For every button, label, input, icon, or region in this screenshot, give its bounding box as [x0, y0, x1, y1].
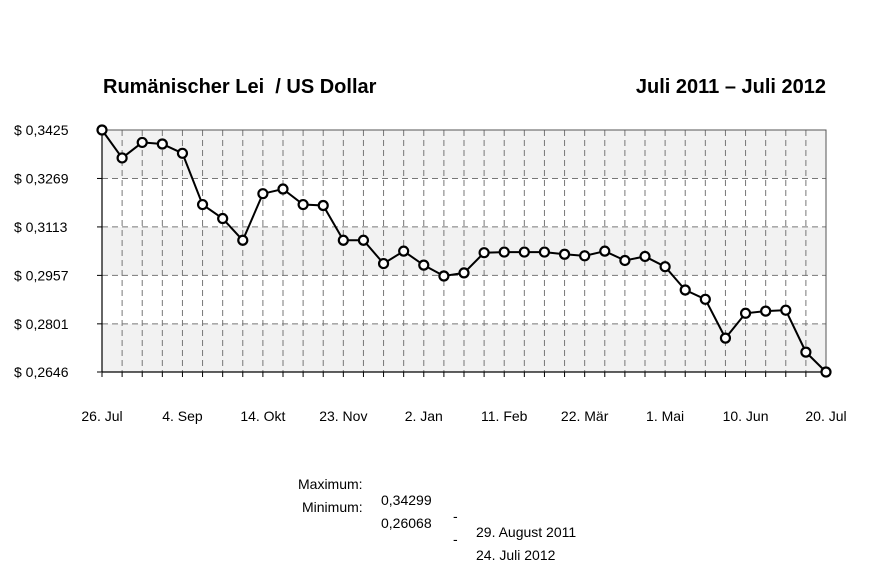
minimum-row: Minimum: 0,26068 - 24. Juli 2012 [0, 483, 871, 563]
data-point [659, 261, 671, 273]
maximum-row: Maximum: 0,34299 - 29. August 2011 [0, 460, 871, 540]
data-point [739, 307, 752, 319]
y-tick-label: $ 0,2801 [14, 316, 69, 332]
data-point [398, 245, 410, 257]
maximum-value: 0,34299 [381, 492, 432, 508]
y-tick-label: $ 0,3113 [14, 219, 68, 235]
data-point [257, 188, 269, 200]
data-point [337, 234, 349, 246]
data-point [96, 124, 108, 136]
minimum-label: Minimum: [302, 499, 363, 515]
data-point [719, 332, 732, 344]
minimum-value: 0,26068 [381, 515, 432, 531]
data-point [498, 246, 510, 258]
data-point [277, 183, 289, 195]
y-axis-ticks: $ 0,3425 $ 0,3269 $ 0,3113 $ 0,2957 $ 0,2801… [14, 122, 69, 380]
data-point [317, 199, 329, 212]
data-point [760, 305, 772, 317]
y-tick-label: $ 0,3425 [14, 122, 69, 138]
data-point [478, 247, 490, 259]
x-tick-label: 26. Jul [81, 408, 122, 424]
data-point [820, 366, 832, 378]
data-point [176, 147, 189, 159]
data-point [237, 234, 249, 246]
chart-title: Rumänischer Lei / US Dollar [103, 76, 377, 98]
data-point [458, 267, 470, 279]
x-tick-label: 20. Jul [805, 408, 846, 424]
data-point [679, 284, 691, 296]
data-point [579, 250, 591, 262]
data-point [599, 245, 611, 257]
minimum-separator: - [453, 531, 458, 547]
data-point [116, 152, 128, 164]
y-tick-label: $ 0,3269 [14, 170, 69, 186]
data-point [518, 246, 530, 258]
maximum-date: 29. August 2011 [476, 524, 577, 540]
maximum-label: Maximum: [298, 476, 363, 492]
data-point [217, 212, 229, 225]
data-point [196, 198, 209, 211]
x-tick-label: 2. Jan [405, 408, 443, 424]
data-point [357, 234, 370, 246]
x-axis-ticks: 26. Jul 4. Sep 14. Okt 23. Nov 2. Jan 11. Feb… [81, 408, 846, 424]
x-tick-label: 14. Okt [240, 408, 285, 424]
data-point [538, 246, 551, 258]
x-tick-label: 4. Sep [162, 408, 203, 424]
data-point [438, 270, 450, 282]
x-tick-label: 11. Feb [481, 408, 528, 424]
y-tick-label: $ 0,2646 [14, 364, 69, 380]
x-tick-label: 10. Jun [723, 408, 769, 424]
data-point [297, 198, 309, 211]
minimum-date: 24. Juli 2012 [476, 547, 556, 563]
data-point [377, 257, 390, 270]
data-point [780, 304, 792, 316]
x-tick-label: 1. Mai [646, 408, 684, 424]
x-tick-label: 22. Mär [561, 408, 609, 424]
data-point [639, 250, 651, 263]
axes [101, 129, 827, 373]
x-tick-label: 23. Nov [319, 408, 367, 424]
data-point [619, 254, 631, 267]
data-point [800, 346, 812, 358]
chart-period: Juli 2011 – Juli 2012 [635, 76, 826, 98]
data-point [558, 248, 571, 260]
series-group [96, 124, 832, 378]
line-chart: $ 0,3425 $ 0,3269 $ 0,3113 $ 0,2957 $ 0,2801… [14, 122, 847, 424]
data-point [418, 259, 430, 271]
y-tick-label: $ 0,2957 [14, 267, 69, 283]
data-point [699, 293, 711, 305]
maximum-separator: - [453, 508, 458, 524]
data-point [156, 138, 168, 150]
data-point [136, 136, 148, 149]
